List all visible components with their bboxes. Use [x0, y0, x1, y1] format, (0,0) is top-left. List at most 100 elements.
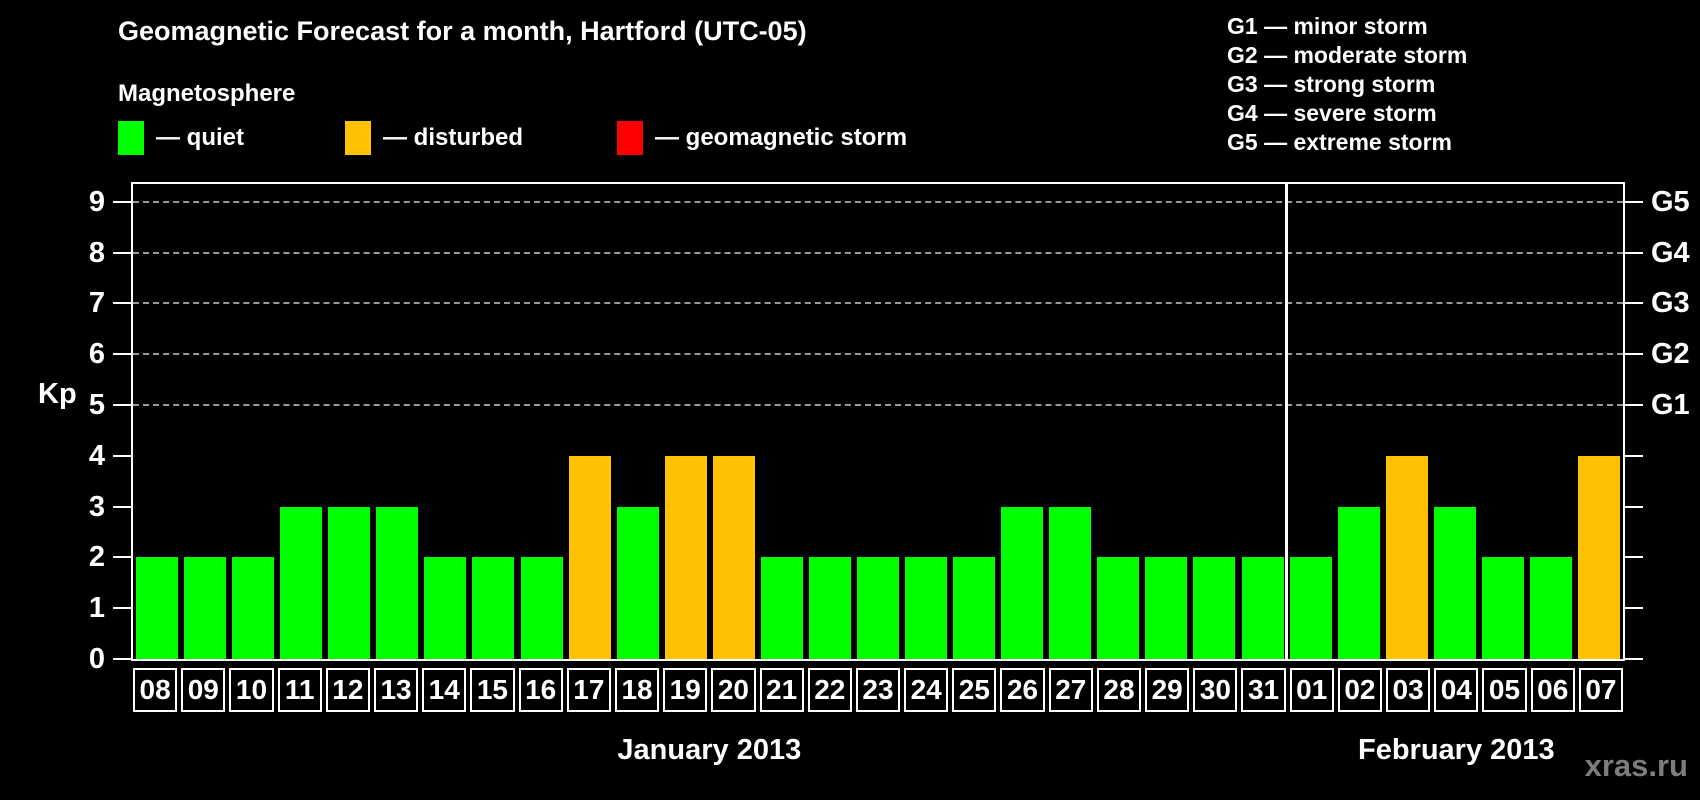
g-legend-line-g1: G1 — minor storm — [1227, 13, 1428, 39]
gridline-kp5 — [133, 403, 1623, 406]
day-label-january-09: 09 — [181, 668, 226, 712]
right-tick-kp5 — [1625, 403, 1643, 406]
right-tick-kp0 — [1625, 658, 1643, 660]
g-legend-line-g5: G5 — extreme storm — [1227, 129, 1452, 155]
left-tick-kp5 — [113, 403, 131, 406]
kp-bar-january-08 — [136, 557, 179, 659]
disturbed-color-swatch — [345, 121, 371, 155]
left-tick-kp1 — [113, 607, 131, 610]
kp-bar-january-29 — [1145, 557, 1188, 659]
day-label-february-07: 07 — [1578, 668, 1623, 712]
kp-bar-january-31 — [1241, 557, 1284, 659]
right-axis-label-g5: G5 — [1651, 185, 1690, 218]
kp-bar-january-18 — [616, 506, 659, 659]
kp-bar-january-30 — [1193, 557, 1236, 659]
legend-item-quiet: — quiet — [118, 120, 244, 156]
day-label-january-12: 12 — [325, 668, 370, 712]
kp-bar-january-09 — [184, 557, 227, 659]
day-label-january-21: 21 — [759, 668, 804, 712]
day-label-january-13: 13 — [373, 668, 419, 712]
left-tick-kp4 — [113, 454, 131, 457]
right-axis-label-g4: G4 — [1651, 236, 1690, 269]
kp-bar-january-11 — [280, 506, 323, 659]
day-label-january-20: 20 — [711, 668, 756, 712]
kp-bar-february-06 — [1529, 557, 1572, 659]
g-legend-line-g2: G2 — moderate storm — [1227, 42, 1468, 68]
month-separator — [1285, 184, 1289, 659]
day-label-january-27: 27 — [1048, 668, 1093, 712]
left-tick-kp8 — [113, 251, 131, 254]
day-label-february-05: 05 — [1482, 668, 1527, 712]
kp-bar-february-03 — [1385, 455, 1428, 659]
day-label-january-31: 31 — [1241, 668, 1286, 712]
kp-bar-january-27 — [1049, 506, 1092, 659]
left-tick-kp7 — [113, 302, 131, 305]
gridline-kp9 — [133, 200, 1623, 203]
g-legend-line-g3: G3 — strong storm — [1227, 71, 1436, 97]
gridline-kp6 — [133, 353, 1623, 356]
storm-color-swatch — [617, 121, 643, 155]
legend-label-quiet: — quiet — [156, 124, 244, 151]
kp-bar-february-04 — [1433, 506, 1476, 659]
ytick-label-7: 7 — [88, 287, 105, 320]
kp-bar-january-21 — [760, 557, 803, 659]
day-label-january-08: 08 — [133, 668, 178, 712]
day-label-february-03: 03 — [1386, 668, 1431, 712]
right-tick-kp2 — [1625, 556, 1643, 559]
kp-bar-january-15 — [472, 557, 515, 659]
ytick-label-2: 2 — [88, 541, 105, 574]
kp-axis-title: Kp — [38, 378, 77, 410]
right-axis-label-g1: G1 — [1651, 388, 1690, 421]
right-tick-kp4 — [1625, 454, 1643, 457]
kp-bar-february-01 — [1289, 557, 1332, 659]
kp-bar-january-22 — [808, 557, 851, 659]
day-label-january-24: 24 — [904, 668, 949, 712]
day-label-january-14: 14 — [422, 668, 467, 712]
right-tick-kp3 — [1625, 505, 1643, 508]
g-legend-line-g4: G4 — severe storm — [1227, 100, 1437, 126]
day-label-january-30: 30 — [1193, 668, 1238, 712]
kp-bar-january-24 — [905, 557, 948, 659]
day-label-january-23: 23 — [855, 668, 901, 712]
ytick-label-8: 8 — [88, 236, 105, 269]
right-tick-kp6 — [1625, 353, 1643, 356]
day-label-january-26: 26 — [1000, 668, 1045, 712]
day-label-february-06: 06 — [1530, 668, 1575, 712]
month-label-january: January 2013 — [617, 734, 802, 766]
ytick-label-1: 1 — [88, 592, 105, 625]
kp-bar-january-25 — [953, 557, 996, 659]
kp-bar-january-23 — [857, 557, 899, 659]
day-label-january-18: 18 — [614, 668, 660, 712]
chart-title: Geomagnetic Forecast for a month, Hartfo… — [118, 16, 807, 46]
day-label-january-25: 25 — [952, 668, 997, 712]
ytick-label-4: 4 — [88, 439, 105, 472]
right-axis-label-g2: G2 — [1651, 338, 1690, 371]
ytick-label-9: 9 — [88, 185, 105, 218]
g-scale-legend: G1 — minor storm G2 — moderate storm G3 … — [1227, 12, 1467, 157]
kp-bar-january-16 — [520, 557, 563, 659]
ytick-label-6: 6 — [88, 338, 105, 371]
right-tick-kp8 — [1625, 251, 1643, 254]
day-label-february-04: 04 — [1434, 668, 1479, 712]
right-tick-kp7 — [1625, 302, 1643, 305]
kp-bar-february-02 — [1337, 506, 1380, 659]
kp-bar-february-07 — [1577, 455, 1620, 659]
right-tick-kp1 — [1625, 607, 1643, 610]
kp-bar-january-17 — [568, 455, 611, 659]
left-tick-kp3 — [113, 505, 131, 508]
left-tick-kp6 — [113, 353, 131, 356]
day-label-february-02: 02 — [1337, 668, 1383, 712]
kp-bar-january-12 — [328, 506, 371, 659]
day-label-january-17: 17 — [566, 668, 611, 712]
left-tick-kp9 — [113, 200, 131, 203]
kp-bar-january-13 — [376, 506, 419, 659]
day-label-january-11: 11 — [277, 668, 322, 712]
watermark: xras.ru — [1584, 748, 1688, 783]
ytick-label-3: 3 — [88, 490, 105, 523]
plot-area — [131, 182, 1625, 661]
kp-bar-february-05 — [1481, 557, 1524, 659]
day-label-january-22: 22 — [807, 668, 852, 712]
right-tick-kp9 — [1625, 200, 1643, 203]
left-tick-kp2 — [113, 556, 131, 559]
